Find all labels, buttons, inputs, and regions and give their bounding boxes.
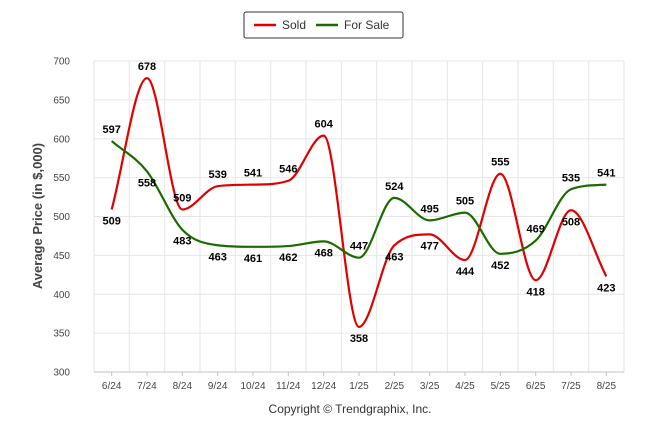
data-label-for-sale: 524 [385, 181, 404, 193]
x-axis-ticks: 6/24 7/24 8/24 9/24 10/24 11/24 12/24 1/25 2/25 3… [102, 372, 617, 392]
gridlines [93, 60, 625, 373]
legend-label-sold: Sold [282, 18, 306, 32]
x-tick-label: 4/25 [455, 381, 475, 392]
data-label-for-sale: 463 [208, 251, 226, 263]
series-layer [110, 77, 608, 329]
y-tick-label: 450 [53, 251, 70, 262]
series-line-sold [110, 77, 608, 329]
data-label-for-sale: 468 [314, 247, 332, 259]
data-label-sold: 546 [279, 164, 297, 176]
y-tick-label: 300 [53, 368, 70, 379]
data-label-sold: 509 [173, 193, 191, 205]
x-tick-label: 12/24 [311, 381, 336, 392]
data-label-for-sale: 452 [491, 260, 509, 272]
x-tick-label: 10/24 [240, 381, 265, 392]
data-label-for-sale: 505 [456, 196, 474, 208]
data-label-for-sale: 483 [173, 236, 191, 248]
data-label-sold: 444 [456, 266, 475, 278]
data-label-sold: 555 [491, 157, 509, 169]
data-label-sold: 604 [314, 119, 333, 131]
legend-label-for-sale: For Sale [344, 18, 390, 32]
y-tick-label: 700 [53, 57, 70, 68]
y-tick-label: 600 [53, 134, 70, 145]
series-line-for-sale [110, 140, 607, 259]
y-tick-label: 650 [53, 95, 70, 106]
x-tick-label: 8/25 [597, 381, 617, 392]
y-tick-label: 400 [53, 290, 70, 301]
data-labels: 509 678 509 539 541 546 604 358 463 477 444 555 418 5… [102, 61, 615, 345]
data-label-sold: 477 [420, 240, 438, 252]
data-label-for-sale: 447 [350, 241, 368, 253]
y-tick-label: 550 [53, 173, 70, 184]
data-label-sold: 418 [526, 286, 544, 298]
data-label-for-sale: 535 [562, 172, 580, 184]
data-label-for-sale: 597 [102, 124, 120, 136]
data-label-for-sale: 461 [244, 253, 262, 265]
data-label-sold: 509 [102, 216, 120, 228]
y-axis-title: Average Price (in $,000) [30, 143, 45, 289]
data-label-sold: 358 [350, 333, 368, 345]
data-label-for-sale: 558 [138, 177, 156, 189]
data-label-for-sale: 541 [597, 168, 615, 180]
x-tick-label: 5/25 [491, 381, 511, 392]
x-tick-label: 6/24 [102, 381, 122, 392]
data-label-sold: 541 [244, 168, 262, 180]
x-tick-label: 7/24 [137, 381, 157, 392]
data-label-sold: 678 [138, 61, 156, 73]
data-label-sold: 423 [597, 282, 615, 294]
y-axis-ticks: 300 350 400 450 500 550 600 650 700 [53, 57, 70, 379]
data-label-for-sale: 462 [279, 252, 297, 264]
data-label-sold: 539 [208, 169, 226, 181]
x-tick-label: 8/24 [173, 381, 193, 392]
x-tick-label: 6/25 [526, 381, 546, 392]
y-tick-label: 500 [53, 212, 70, 223]
x-tick-label: 3/25 [420, 381, 440, 392]
x-tick-label: 9/24 [208, 381, 228, 392]
data-label-for-sale: 495 [420, 203, 438, 215]
legend: Sold For Sale [243, 11, 404, 39]
data-label-sold: 463 [385, 251, 403, 263]
copyright-footer: Copyright © Trendgraphix, Inc. [269, 402, 432, 416]
data-label-for-sale: 469 [526, 224, 544, 236]
x-tick-label: 11/24 [276, 381, 301, 392]
x-tick-label: 7/25 [561, 381, 581, 392]
x-tick-label: 1/25 [349, 381, 369, 392]
x-tick-label: 2/25 [385, 381, 405, 392]
data-label-sold: 508 [562, 216, 580, 228]
y-tick-label: 350 [53, 329, 70, 340]
